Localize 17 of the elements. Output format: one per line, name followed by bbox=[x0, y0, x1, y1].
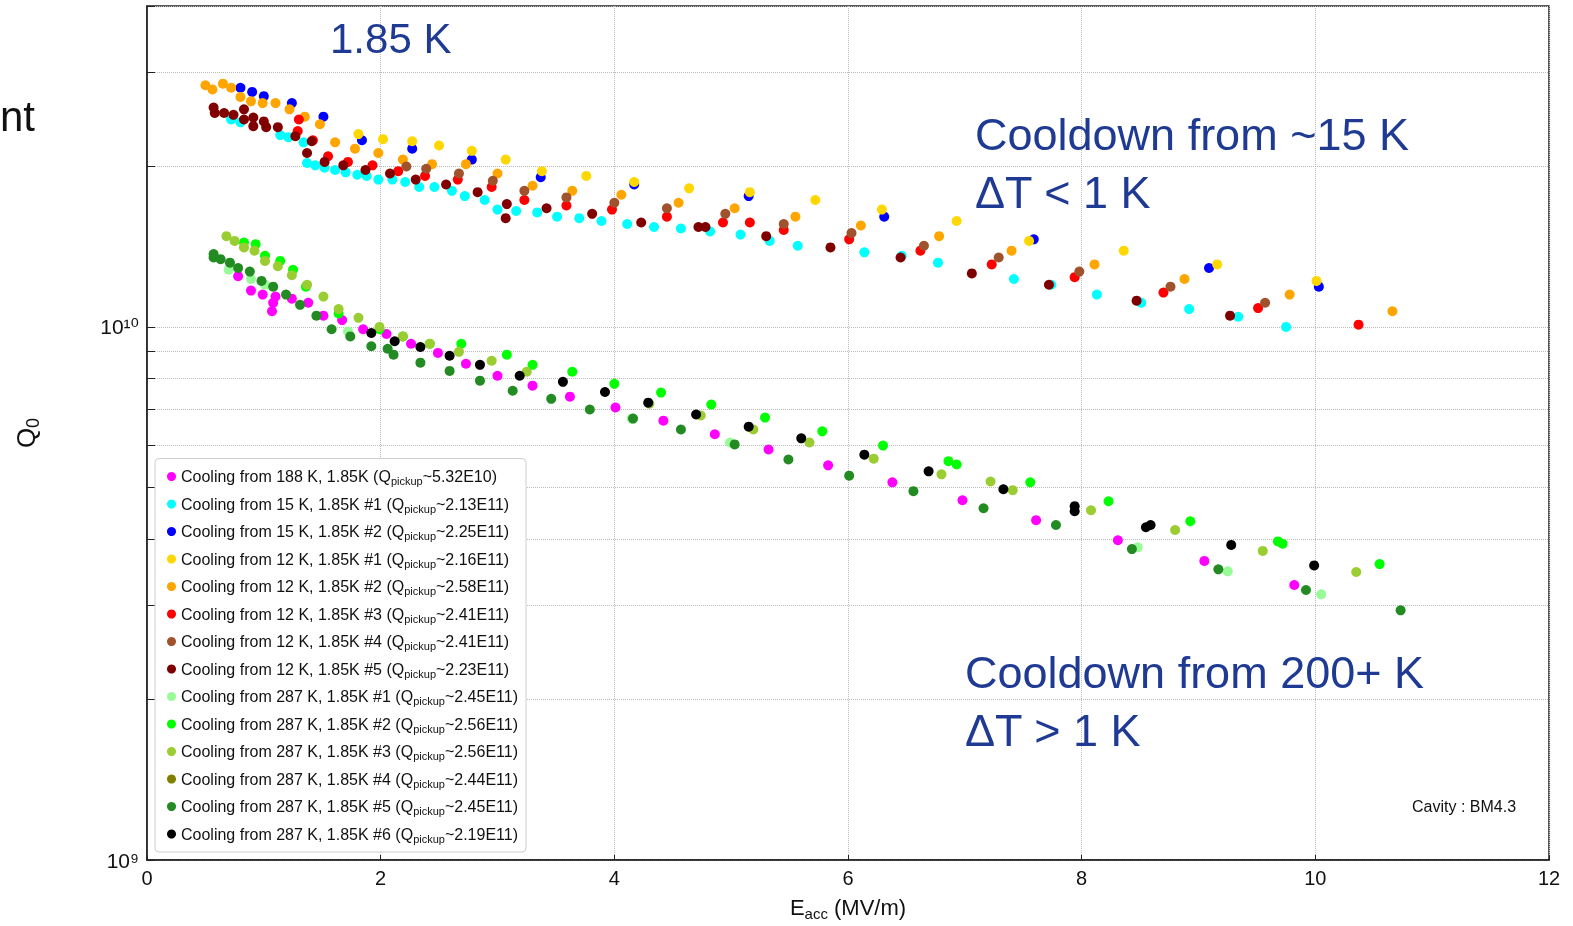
x-tick-label: 8 bbox=[1076, 867, 1088, 889]
y-tick-label: 10¹⁰ bbox=[100, 315, 139, 339]
x-tick-label: 10 bbox=[1304, 867, 1327, 889]
x-tick-label: 12 bbox=[1537, 867, 1561, 889]
annotation: Cooldown from 200+ K bbox=[965, 647, 1425, 698]
x-tick-label: 4 bbox=[608, 867, 620, 889]
annotation: Cooldown from ~15 K bbox=[975, 109, 1409, 160]
y-tick-label: 10⁹ bbox=[106, 848, 139, 872]
x-tick-label: 6 bbox=[842, 867, 854, 889]
text: nt bbox=[0, 92, 36, 140]
y-axis-title: Q0 bbox=[11, 417, 43, 449]
annotation: 1.85 K bbox=[330, 14, 452, 62]
annotation: Cavity : BM4.3 bbox=[1412, 797, 1517, 815]
x-tick-label: 0 bbox=[141, 867, 153, 889]
annotation: ΔT > 1 K bbox=[965, 705, 1141, 756]
annotation: ΔT < 1 K bbox=[975, 167, 1151, 218]
x-tick-label: 2 bbox=[375, 867, 387, 889]
